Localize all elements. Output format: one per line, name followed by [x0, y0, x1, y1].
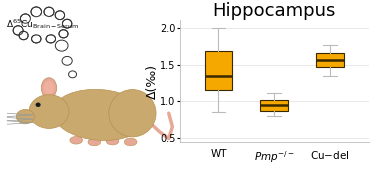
Ellipse shape — [29, 16, 54, 35]
Title: Hippocampus: Hippocampus — [212, 2, 336, 20]
PathPatch shape — [316, 53, 344, 67]
Ellipse shape — [55, 40, 68, 51]
Ellipse shape — [44, 81, 54, 95]
PathPatch shape — [204, 51, 232, 90]
Ellipse shape — [20, 14, 30, 23]
Ellipse shape — [31, 7, 42, 17]
Ellipse shape — [124, 138, 137, 146]
Ellipse shape — [36, 103, 41, 107]
Ellipse shape — [16, 110, 34, 124]
Text: Cu$-$del: Cu$-$del — [310, 149, 349, 161]
Text: $\Delta^{65}$Cu$_{\mathregular{Brain-Serum}}$: $\Delta^{65}$Cu$_{\mathregular{Brain-Ser… — [6, 18, 79, 31]
Ellipse shape — [55, 11, 65, 20]
Ellipse shape — [109, 90, 156, 137]
Ellipse shape — [53, 89, 147, 140]
Text: WT: WT — [210, 149, 227, 159]
Text: $\mathit{Pmp}^{-/-}$: $\mathit{Pmp}^{-/-}$ — [254, 149, 294, 165]
Ellipse shape — [13, 26, 23, 35]
Ellipse shape — [59, 30, 68, 38]
Ellipse shape — [68, 71, 77, 78]
Ellipse shape — [70, 137, 82, 144]
Ellipse shape — [19, 31, 28, 40]
Ellipse shape — [46, 35, 56, 43]
Y-axis label: Δ(‰): Δ(‰) — [146, 64, 159, 99]
Ellipse shape — [22, 15, 62, 35]
Ellipse shape — [29, 95, 69, 128]
PathPatch shape — [260, 100, 288, 111]
Ellipse shape — [88, 138, 101, 146]
Ellipse shape — [62, 19, 72, 28]
Ellipse shape — [44, 7, 54, 16]
Ellipse shape — [62, 56, 72, 65]
Ellipse shape — [41, 78, 57, 98]
Ellipse shape — [106, 137, 119, 145]
Ellipse shape — [32, 35, 41, 43]
